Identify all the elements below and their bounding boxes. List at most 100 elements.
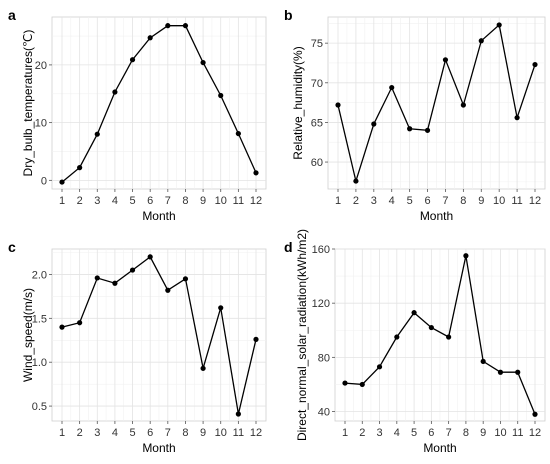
x-tick-label: 2 — [359, 427, 365, 439]
panel-c: 1 2 3 4 5 6 7 8 9 10 11 120.51.01.52.0MonthWind_spe… — [8, 239, 267, 455]
data-point — [463, 253, 469, 259]
data-point — [147, 35, 153, 41]
data-point — [182, 276, 189, 282]
data-point — [200, 59, 206, 66]
y-tick-label: 0 — [41, 175, 47, 187]
data-point — [235, 411, 241, 417]
x-tick-label: 6 — [428, 427, 434, 439]
x-tick-label: 10 — [215, 427, 227, 439]
data-point — [342, 380, 348, 386]
y-tick-label: 40 — [318, 407, 330, 419]
x-tick-label: 10 — [494, 427, 506, 439]
data-point — [253, 336, 259, 342]
data-point — [496, 22, 502, 28]
data-point — [129, 267, 136, 273]
y-axis-label: Wind_speed(m/s) — [21, 288, 35, 382]
y-tick-label: 1.5 — [32, 313, 47, 325]
data-point — [424, 127, 431, 133]
x-axis-label: Month — [423, 441, 456, 455]
x-tick-label: 5 — [129, 427, 135, 439]
x-tick-label: 8 — [182, 195, 188, 207]
x-tick-label: 4 — [389, 195, 395, 207]
data-point — [165, 23, 171, 29]
x-tick-label: 12 — [529, 195, 541, 207]
x-tick-label: 7 — [442, 195, 448, 207]
data-point — [411, 310, 417, 316]
data-point — [235, 130, 241, 137]
x-tick-label: 9 — [200, 195, 206, 207]
x-tick-label: 2 — [77, 427, 83, 439]
x-tick-label: 1 — [335, 195, 341, 207]
data-point — [460, 102, 466, 108]
x-tick-label: 4 — [394, 427, 400, 439]
panel-tag: c — [8, 239, 16, 255]
x-tick-label: 3 — [376, 427, 382, 439]
y-tick-label: 10 — [35, 118, 47, 130]
y-axis-label: Direct_normal_solar_radiation(kWh/m2) — [295, 229, 309, 441]
data-point — [94, 131, 100, 137]
x-tick-label: 11 — [512, 427, 523, 439]
data-point — [515, 369, 521, 375]
data-point — [182, 23, 189, 29]
data-point — [59, 324, 65, 330]
x-tick-label: 12 — [529, 427, 541, 439]
x-tick-label: 7 — [446, 427, 452, 439]
data-point — [77, 320, 83, 326]
series-line — [61, 255, 257, 415]
data-point — [514, 115, 520, 121]
y-axis-label: Dry_bulb_temperatures(℃) — [21, 30, 35, 177]
x-tick-label: 2 — [77, 195, 83, 207]
data-point — [359, 381, 365, 388]
y-tick-label: 1.0 — [32, 357, 47, 369]
series-line — [61, 25, 257, 183]
data-point — [112, 280, 118, 286]
data-point — [353, 178, 359, 184]
data-point — [59, 179, 65, 185]
panel-tag: a — [8, 7, 16, 23]
x-tick-label: 9 — [478, 195, 484, 207]
x-tick-label: 3 — [94, 195, 100, 207]
data-point — [147, 254, 153, 260]
data-point — [376, 364, 383, 370]
panel-b: 1 2 3 4 5 6 7 8 9 10 11 1260657075MonthRelative_hum… — [284, 7, 546, 223]
y-tick-label: 160 — [312, 244, 330, 256]
data-point — [165, 287, 171, 293]
x-tick-label: 12 — [250, 195, 262, 207]
y-tick-label: 2.0 — [32, 269, 47, 281]
x-axis-label: Month — [420, 209, 453, 223]
x-tick-label: 11 — [233, 195, 244, 207]
data-point — [407, 126, 413, 132]
data-point — [253, 170, 259, 176]
x-tick-label: 1 — [59, 427, 65, 439]
data-point — [77, 165, 83, 171]
data-point — [335, 102, 341, 108]
x-tick-label: 10 — [493, 195, 505, 207]
data-point — [478, 38, 484, 44]
x-tick-label: 8 — [463, 427, 469, 439]
series-line — [337, 23, 536, 184]
data-point — [218, 92, 224, 99]
data-point — [129, 57, 136, 63]
x-tick-label: 5 — [407, 195, 413, 207]
x-tick-label: 7 — [165, 427, 171, 439]
x-axis-label: Month — [142, 209, 175, 223]
y-tick-label: 70 — [311, 78, 323, 90]
data-point — [532, 61, 538, 68]
y-tick-label: 0.5 — [32, 401, 47, 413]
data-point — [218, 305, 224, 311]
panel-tag: d — [284, 239, 293, 255]
x-tick-label: 12 — [250, 427, 262, 439]
data-point — [94, 275, 100, 281]
x-tick-label: 4 — [112, 427, 118, 439]
x-tick-label: 5 — [129, 195, 135, 207]
y-tick-label: 65 — [311, 117, 323, 129]
x-tick-label: 6 — [147, 195, 153, 207]
x-tick-label: 1 — [59, 195, 65, 207]
panel-d: 1 2 3 4 5 6 7 8 9 10 11 124080120160MonthDirect_nor… — [284, 229, 546, 455]
panel-a: 1 2 3 4 5 6 7 8 9 10 11 1201020MonthDry_bulb_temper… — [8, 7, 267, 223]
data-point — [428, 324, 434, 331]
x-tick-label: 4 — [112, 195, 118, 207]
data-point — [112, 89, 118, 95]
y-tick-label: 20 — [35, 60, 47, 72]
